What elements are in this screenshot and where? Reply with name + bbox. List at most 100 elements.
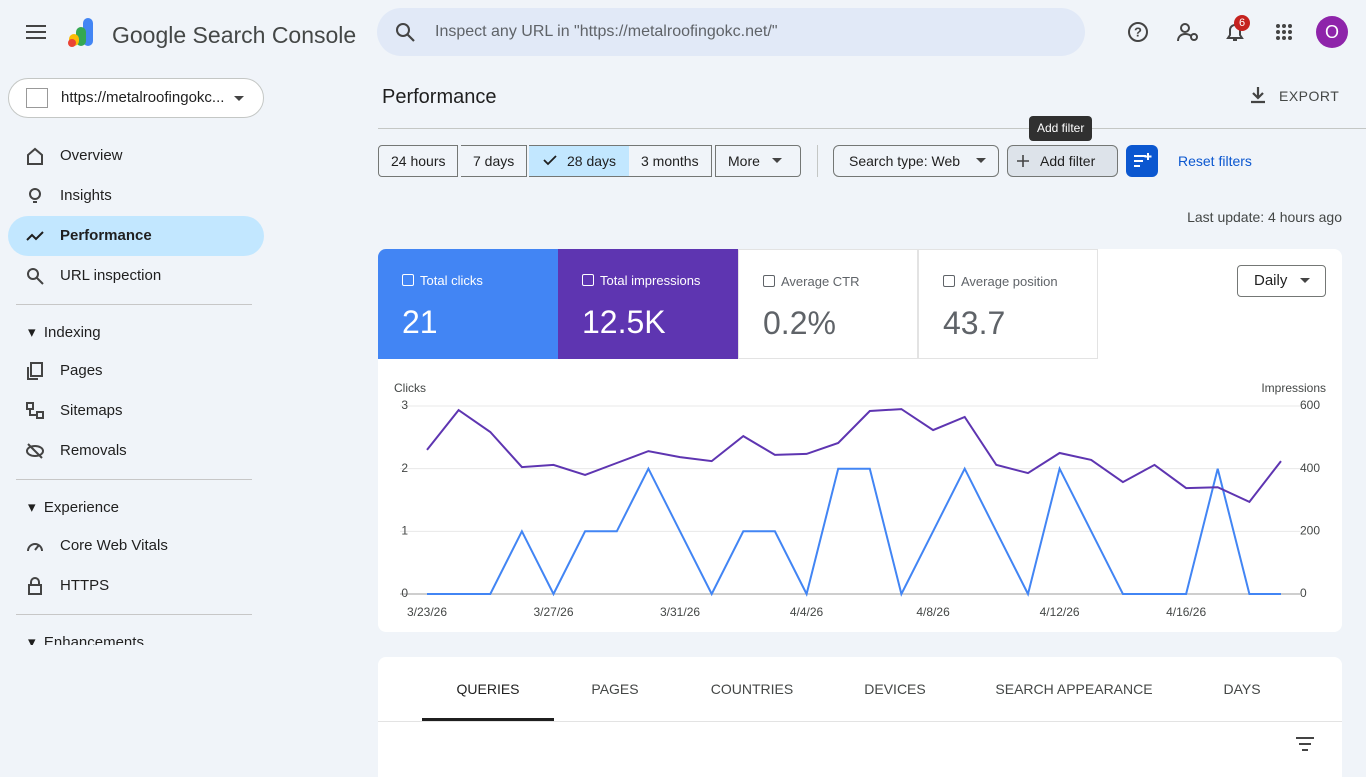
metric-label: Total impressions [600, 273, 701, 288]
nav-label: Core Web Vitals [60, 537, 168, 554]
nav-item[interactable]: HTTPS [8, 566, 264, 606]
x-tick-label: 4/4/26 [790, 605, 824, 616]
x-tick-label: 3/31/26 [660, 605, 700, 616]
y2-tick-label: 600 [1300, 398, 1320, 412]
dropdown-arrow [1300, 278, 1310, 283]
sidebar: Overview Insights Performance URL inspec… [0, 130, 280, 645]
page-title: Performance [382, 86, 497, 108]
property-selector[interactable] [8, 78, 264, 118]
metric-tile[interactable]: Total impressions 12.5K [558, 249, 738, 359]
nav-item[interactable]: Sitemaps [8, 391, 264, 431]
y-axis-title: Clicks [394, 381, 426, 395]
tooltip: Add filter [1029, 116, 1093, 141]
y-tick-label: 0 [401, 586, 408, 600]
table-filter-icon[interactable] [1296, 737, 1314, 751]
separator [16, 614, 252, 615]
metric-tile[interactable]: Average CTR 0.2% [738, 249, 918, 359]
nav-label: Pages [60, 362, 103, 379]
tab-selected[interactable]: QUERIES [456, 681, 520, 697]
nav-item[interactable]: Removals [8, 431, 264, 471]
search-icon [396, 23, 415, 42]
y2-tick-label: 400 [1300, 461, 1320, 475]
apps-icon[interactable] [1275, 23, 1293, 41]
section-title: Experience [43, 499, 119, 516]
y-tick-label: 1 [401, 524, 408, 538]
tab[interactable]: DEVICES [864, 681, 926, 697]
nav-item[interactable]: Core Web Vitals [8, 526, 264, 566]
y2-axis-title: Impressions [1261, 381, 1326, 395]
nav-item-selected[interactable]: Performance [8, 216, 264, 256]
y2-tick-label: 0 [1300, 586, 1307, 600]
section-title: Indexing [43, 324, 101, 341]
avatar[interactable]: O [1316, 16, 1348, 48]
separator [16, 479, 252, 480]
export-icon[interactable] [1250, 86, 1266, 104]
metric-value: 43.7 [943, 305, 1006, 341]
nav-item[interactable]: Overview [8, 136, 264, 176]
notification-badge: 6 [1234, 15, 1250, 31]
nav-label: Insights [60, 187, 112, 204]
logo [68, 18, 93, 47]
filter-icon-button[interactable] [1126, 145, 1158, 177]
last-update: Last update: 4 hours ago [1187, 209, 1342, 225]
table-card [378, 657, 1342, 777]
tab[interactable]: PAGES [591, 681, 639, 697]
metric-value: 12.5K [582, 304, 666, 340]
property-icon [26, 88, 48, 108]
series-line [426, 408, 1282, 504]
granularity-select[interactable]: Daily [1237, 265, 1326, 297]
reset-filters[interactable]: Reset filters [1178, 153, 1252, 169]
dropdown-arrow [772, 158, 782, 163]
range-button[interactable]: 3 months [629, 145, 712, 177]
metric-label: Total clicks [420, 273, 483, 288]
check-icon [543, 155, 557, 166]
nav-item[interactable]: Pages [8, 351, 264, 391]
nav-section[interactable]: ▾ Enhancements [28, 633, 144, 645]
dropdown-arrow [234, 96, 244, 101]
tab[interactable]: SEARCH APPEARANCE [995, 681, 1153, 697]
metric-label: Average CTR [781, 274, 860, 289]
search-placeholder: Inspect any URL in "https://metalroofing… [435, 23, 778, 40]
divider [378, 128, 1366, 129]
y2-tick-label: 200 [1300, 524, 1320, 538]
range-button[interactable]: 7 days [461, 145, 528, 177]
nav-label: HTTPS [60, 577, 110, 594]
nav-section[interactable]: ▾ Experience [28, 499, 119, 516]
tab[interactable]: DAYS [1223, 681, 1261, 697]
range-button[interactable]: More [715, 145, 801, 177]
search-type-button[interactable]: Search type: Web [833, 145, 999, 177]
line-chart: Clicks Impressions 0 1 2 3 0 200 400 600 3/23/26 3/… [394, 381, 1326, 616]
users-icon[interactable] [1176, 21, 1200, 43]
range-button[interactable]: 24 hours [378, 145, 459, 177]
metric-tile[interactable]: Average position 43.7 [918, 249, 1098, 359]
nav-section[interactable]: ▾ Indexing [28, 324, 101, 341]
y-tick-label: 2 [401, 461, 408, 475]
tab-indicator [422, 718, 554, 721]
export-button[interactable]: EXPORT [1279, 88, 1340, 104]
nav-label: Removals [60, 442, 127, 459]
x-tick-label: 4/12/26 [1040, 605, 1080, 616]
section-title: Enhancements [43, 634, 144, 645]
x-tick-label: 3/27/26 [533, 605, 573, 616]
product-name: Google Search Console [112, 22, 357, 48]
nav-label: Overview [60, 147, 123, 164]
metric-value: 0.2% [763, 305, 836, 341]
metric-label: Average position [961, 274, 1058, 289]
search-box[interactable] [377, 8, 1085, 56]
svg-text:?: ? [1134, 24, 1142, 39]
y-tick-label: 3 [401, 398, 408, 412]
nav-label: Sitemaps [60, 402, 123, 419]
tab[interactable]: COUNTRIES [710, 681, 794, 697]
divider [378, 721, 1342, 722]
plus-icon [1017, 155, 1029, 167]
x-tick-label: 4/16/26 [1166, 605, 1206, 616]
property-name: https://metalroofingokc... [61, 89, 225, 106]
nav-item[interactable]: Insights [8, 176, 264, 216]
help-icon[interactable]: ? [1127, 21, 1149, 43]
menu-icon[interactable] [26, 24, 46, 40]
nav-item[interactable]: URL inspection [8, 256, 264, 296]
dropdown-arrow [976, 158, 986, 163]
nav-label: URL inspection [60, 267, 162, 284]
metric-tile[interactable]: Total clicks 21 [378, 249, 558, 359]
